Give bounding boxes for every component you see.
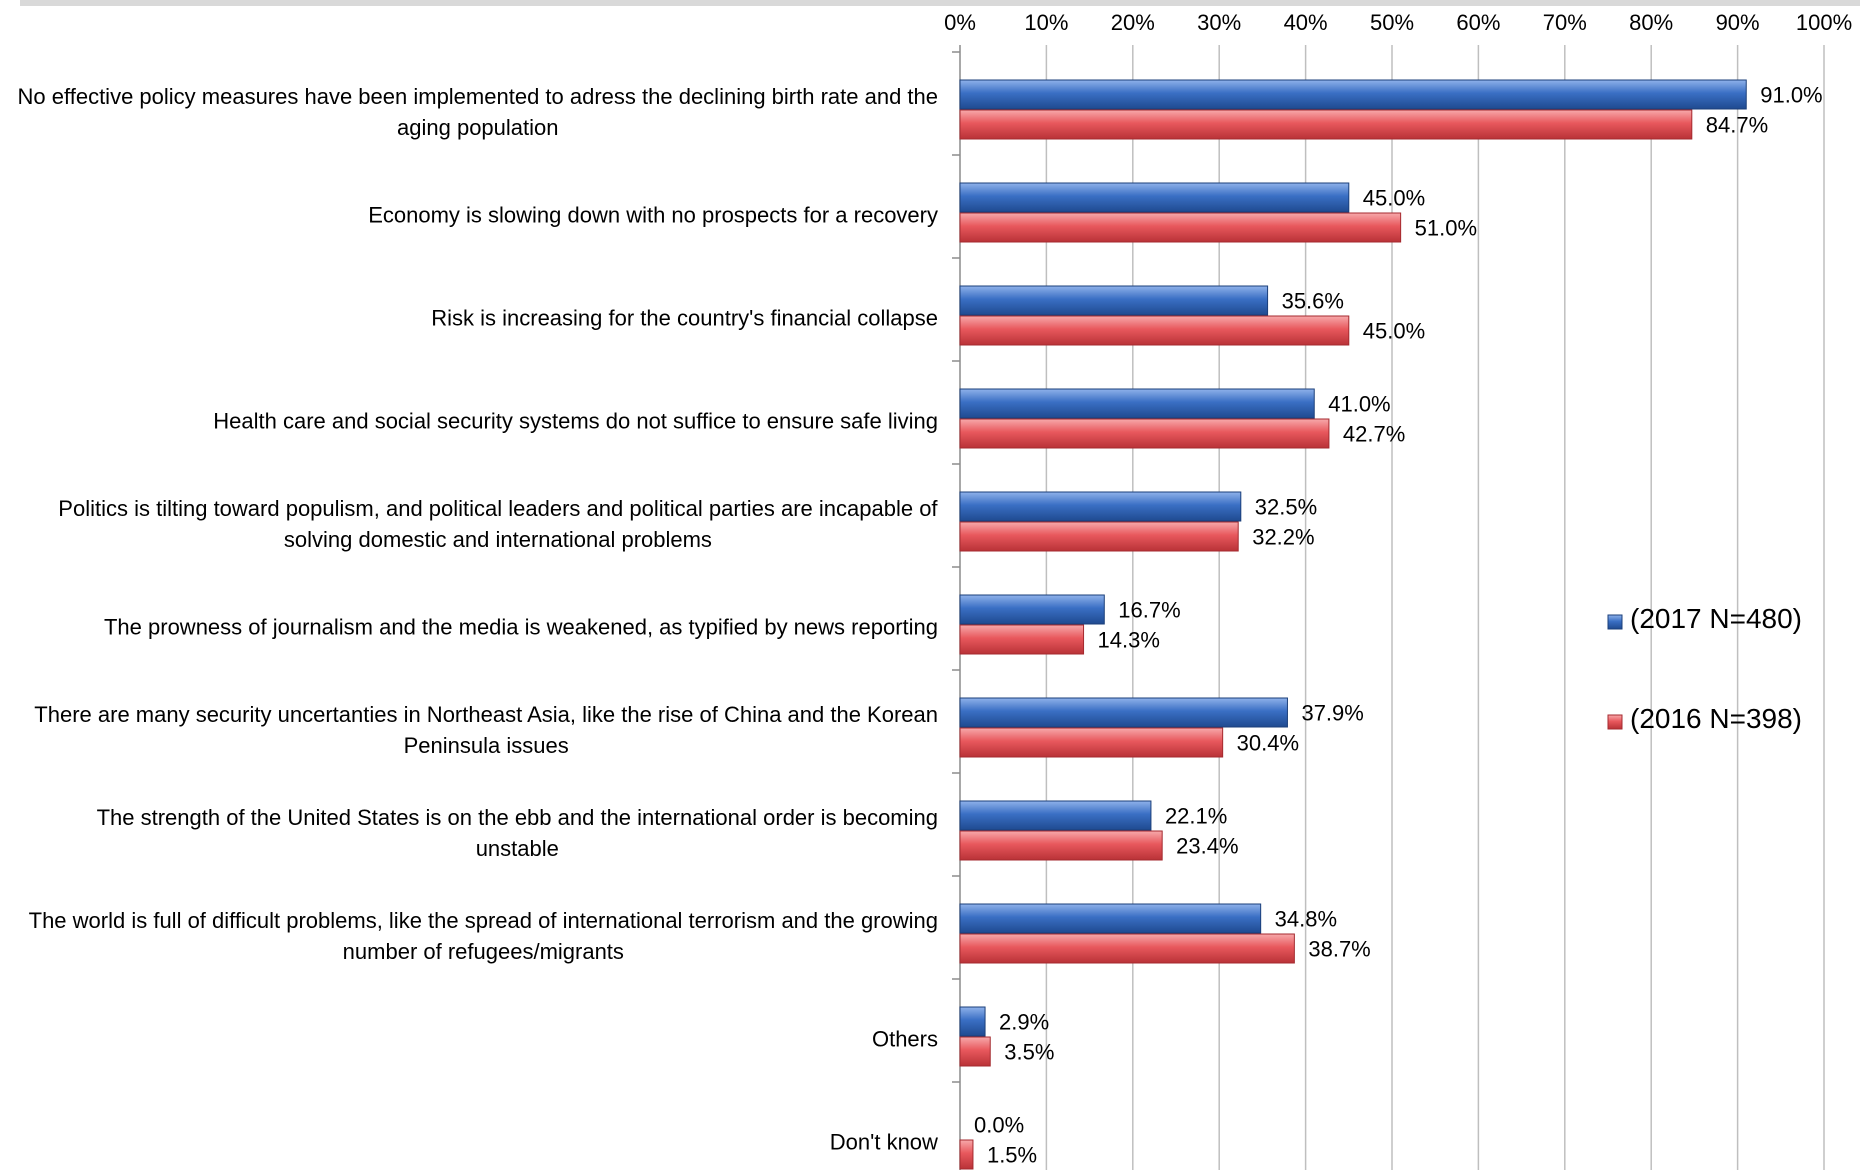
data-label: 42.7% xyxy=(1343,422,1405,447)
x-tick-label: 40% xyxy=(1284,10,1328,35)
category-label: No effective policy measures have been i… xyxy=(18,84,938,140)
legend-label: (2016 N=398) xyxy=(1630,703,1802,734)
bar-series-1 xyxy=(959,79,1747,110)
bar-series-1 xyxy=(959,1006,986,1037)
category-label: Politics is tilting toward populism, and… xyxy=(58,496,938,552)
bar-series-2 xyxy=(959,315,1350,346)
data-label: 30.4% xyxy=(1237,731,1299,756)
x-tick-label: 30% xyxy=(1197,10,1241,35)
bar-series-1 xyxy=(959,800,1152,831)
bar-series-2 xyxy=(959,212,1402,243)
bar-series-2 xyxy=(959,727,1224,758)
data-label: 0.0% xyxy=(974,1113,1024,1138)
data-label: 37.9% xyxy=(1301,701,1363,726)
bar-series-2 xyxy=(959,830,1163,861)
data-label: 23.4% xyxy=(1176,834,1238,859)
x-tick-label: 10% xyxy=(1024,10,1068,35)
legend-swatch xyxy=(1607,614,1623,630)
x-tick-label: 80% xyxy=(1629,10,1673,35)
data-label: 32.5% xyxy=(1255,495,1317,520)
bars: 91.0% 84.7% 45.0% 51.0% 35.6% 45.0% 41.0% 42.7%… xyxy=(959,79,1823,1170)
data-label: 41.0% xyxy=(1328,392,1390,417)
category-label: Risk is increasing for the country's fin… xyxy=(431,306,938,331)
bar-series-1 xyxy=(959,594,1105,625)
data-label: 45.0% xyxy=(1363,186,1425,211)
data-label: 51.0% xyxy=(1415,216,1477,241)
top-band xyxy=(20,0,1860,6)
category-label: Others xyxy=(872,1027,938,1052)
data-label: 35.6% xyxy=(1282,289,1344,314)
category-label: Economy is slowing down with no prospect… xyxy=(368,203,938,228)
category-label: The world is full of difficult problems,… xyxy=(29,908,938,964)
x-tick-label: 50% xyxy=(1370,10,1414,35)
bar-series-2 xyxy=(959,521,1239,552)
bar-series-2 xyxy=(959,933,1295,964)
x-tick-label: 90% xyxy=(1716,10,1760,35)
data-label: 38.7% xyxy=(1308,937,1370,962)
bar-series-2 xyxy=(959,109,1693,140)
data-label: 1.5% xyxy=(987,1143,1037,1168)
bar-series-2 xyxy=(959,624,1085,655)
data-label: 45.0% xyxy=(1363,319,1425,344)
data-label: 22.1% xyxy=(1165,804,1227,829)
bar-series-1 xyxy=(959,182,1350,213)
x-tick-label: 70% xyxy=(1543,10,1587,35)
x-tick-label: 20% xyxy=(1111,10,1155,35)
data-label: 16.7% xyxy=(1118,598,1180,623)
category-label: There are many security uncertanties in … xyxy=(34,702,938,758)
bar-series-1 xyxy=(959,491,1242,522)
x-axis-ticks: 0% 10% 20% 30% 40% 50% 60% 70% 80% 90% 100% xyxy=(944,10,1852,35)
x-tick-label: 100% xyxy=(1796,10,1852,35)
category-label: The prowness of journalism and the media… xyxy=(104,615,938,640)
data-label: 32.2% xyxy=(1252,525,1314,550)
category-label: The strength of the United States is on … xyxy=(97,805,938,861)
category-labels: No effective policy measures have been i… xyxy=(18,84,939,1155)
bar-series-1 xyxy=(959,388,1315,419)
legend: (2017 N=480) (2016 N=398) xyxy=(1607,603,1802,734)
data-label: 2.9% xyxy=(999,1010,1049,1035)
data-label: 91.0% xyxy=(1760,83,1822,108)
data-label: 84.7% xyxy=(1706,113,1768,138)
x-tick-label: 60% xyxy=(1456,10,1500,35)
bar-series-1 xyxy=(959,903,1262,934)
x-tick-label: 0% xyxy=(944,10,976,35)
data-label: 3.5% xyxy=(1004,1040,1054,1065)
bar-series-1 xyxy=(959,285,1269,316)
bar-series-1 xyxy=(959,697,1288,728)
legend-swatch xyxy=(1607,714,1623,730)
bar-series-2 xyxy=(959,1139,974,1170)
bar-series-2 xyxy=(959,418,1330,449)
legend-label: (2017 N=480) xyxy=(1630,603,1802,634)
category-label: Don't know xyxy=(830,1130,938,1155)
category-label: Health care and social security systems … xyxy=(213,409,938,434)
data-label: 34.8% xyxy=(1275,907,1337,932)
data-label: 14.3% xyxy=(1098,628,1160,653)
bar-series-2 xyxy=(959,1036,991,1067)
